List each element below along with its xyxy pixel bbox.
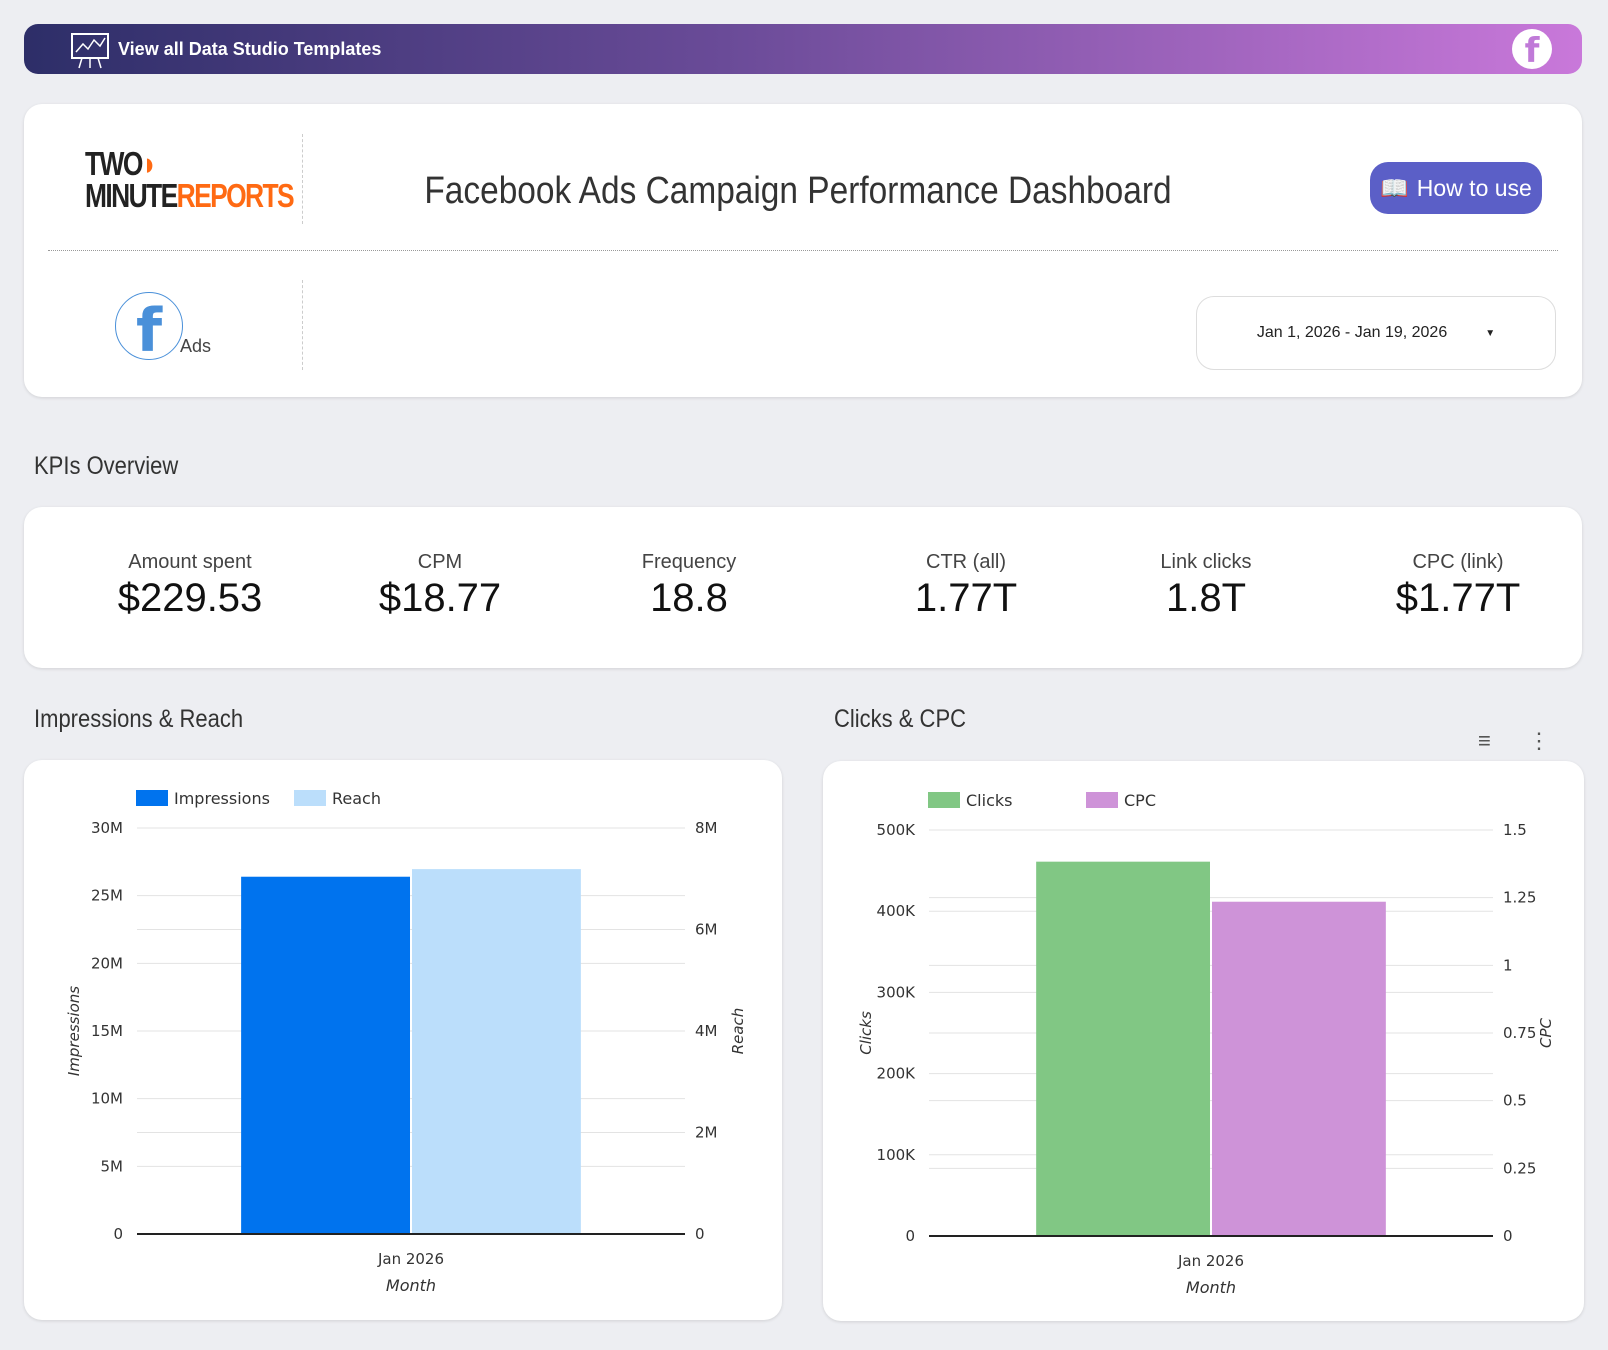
left-tick-label: 15M (91, 1022, 123, 1040)
book-icon: 📖 (1380, 174, 1409, 201)
divider (48, 250, 1558, 251)
left-tick-label: 20M (91, 954, 123, 972)
legend-swatch (1086, 792, 1118, 808)
x-axis-title: Month (386, 1276, 436, 1295)
kpi-label: CPM (417, 551, 463, 573)
filter-icon[interactable]: ≡ (1478, 728, 1491, 753)
ads-label: Ads (180, 336, 212, 356)
x-tick-label: Jan 2026 (377, 1250, 444, 1268)
two-minute-reports-logo: TWO◗ MINUTEREPORTS (85, 145, 295, 214)
right-tick-label: 8M (695, 819, 718, 837)
kpi-link-clicks: Link clicks 1.8T (1086, 551, 1326, 621)
legend-label: Impressions (174, 789, 270, 808)
bar-impressions (241, 876, 410, 1234)
right-tick-label: 0.5 (1503, 1092, 1527, 1110)
facebook-ads-logo: f (115, 292, 183, 366)
presentation-chart-icon (71, 33, 109, 69)
kpi-value: $18.77 (378, 576, 502, 620)
kpi-value: $229.53 (117, 576, 263, 620)
legend-label: CPC (1124, 791, 1156, 810)
left-axis-title: Clicks (857, 1011, 875, 1055)
kpi-label: CTR (all) (926, 551, 1006, 573)
legend-swatch (294, 790, 326, 806)
clicks-cpc-chart: 0 100K 200K 300K 400K 500K 0 0.25 0.5 0.75 1 1.25 1.… (823, 761, 1584, 1321)
divider (302, 134, 303, 224)
right-tick-label: 0.25 (1503, 1159, 1536, 1177)
templates-banner[interactable]: View all Data Studio Templates f (24, 24, 1582, 74)
left-tick-label: 0 (113, 1225, 123, 1243)
kpis-section-title: KPIs Overview (34, 452, 179, 480)
page-title: Facebook Ads Campaign Performance Dashbo… (424, 170, 1172, 212)
legend-label: Reach (332, 789, 381, 808)
right-tick-label: 1 (1503, 956, 1513, 974)
kpi-ctr-all: CTR (all) 1.77T (846, 551, 1086, 621)
kpi-label: CPC (link) (1412, 551, 1504, 573)
legend-swatch (136, 790, 168, 806)
facebook-icon[interactable]: f (1512, 29, 1552, 71)
x-axis-title: Month (1186, 1278, 1236, 1297)
x-tick-label: Jan 2026 (1177, 1252, 1244, 1270)
left-tick-label: 25M (91, 887, 123, 905)
kpi-label: Amount spent (128, 551, 252, 573)
right-axis-title: Reach (729, 1008, 747, 1055)
kpi-label: Frequency (641, 551, 737, 573)
kpi-label: Link clicks (1160, 551, 1252, 573)
kpi-cpc-link: CPC (link) $1.77T (1338, 551, 1578, 621)
left-tick-label: 100K (877, 1146, 917, 1164)
left-tick-label: 200K (877, 1065, 917, 1083)
bar-clicks (1036, 861, 1210, 1236)
left-tick-label: 5M (101, 1157, 124, 1175)
more-options-icon[interactable]: ⋮ (1528, 728, 1550, 753)
kpi-card: Amount spent $229.53 CPM $18.77 Frequency 18.… (24, 507, 1582, 668)
left-tick-label: 30M (91, 819, 123, 837)
right-tick-label: 1.5 (1503, 821, 1527, 839)
divider (302, 280, 303, 370)
right-tick-label: 0 (1503, 1227, 1513, 1245)
date-range-picker[interactable]: Jan 1, 2026 - Jan 19, 2026 ▼ (1196, 296, 1556, 370)
impressions-reach-chart: 0 5M 10M 15M 20M 25M 30M 0 2M 4M 6M 8M Impressions Re… (24, 760, 782, 1320)
kpi-value: 18.8 (650, 576, 728, 620)
right-tick-label: 0.75 (1503, 1024, 1536, 1042)
caret-down-icon: ▼ (1485, 327, 1496, 339)
legend-label: Clicks (966, 791, 1012, 810)
kpi-amount-spent: Amount spent $229.53 (70, 551, 310, 621)
right-tick-label: 4M (695, 1022, 718, 1040)
right-tick-label: 1.25 (1503, 889, 1536, 907)
kpi-value: $1.77T (1395, 576, 1521, 620)
right-tick-label: 0 (695, 1225, 705, 1243)
kpi-value: 1.77T (914, 576, 1018, 620)
chart2-title: Clicks & CPC (834, 705, 967, 733)
left-tick-label: 500K (877, 821, 917, 839)
left-tick-label: 10M (91, 1090, 123, 1108)
chart1-title: Impressions & Reach (34, 705, 244, 733)
left-tick-label: 400K (877, 902, 917, 920)
banner-label[interactable]: View all Data Studio Templates (118, 38, 382, 59)
bar-cpc (1212, 901, 1386, 1236)
kpi-frequency: Frequency 18.8 (569, 551, 809, 621)
right-tick-label: 2M (695, 1124, 718, 1142)
legend-swatch (928, 792, 960, 808)
kpi-value: 1.8T (1165, 576, 1247, 620)
right-axis-title: CPC (1537, 1017, 1555, 1048)
left-axis-title: Impressions (65, 986, 83, 1076)
left-tick-label: 300K (877, 983, 917, 1001)
left-tick-label: 0 (905, 1227, 915, 1245)
bar-reach (412, 869, 581, 1234)
header-card: TWO◗ MINUTEREPORTS Facebook Ads Campaign… (24, 104, 1582, 397)
how-to-use-button[interactable]: 📖 How to use (1370, 162, 1542, 214)
kpi-cpm: CPM $18.77 (320, 551, 560, 621)
right-tick-label: 6M (695, 921, 718, 939)
